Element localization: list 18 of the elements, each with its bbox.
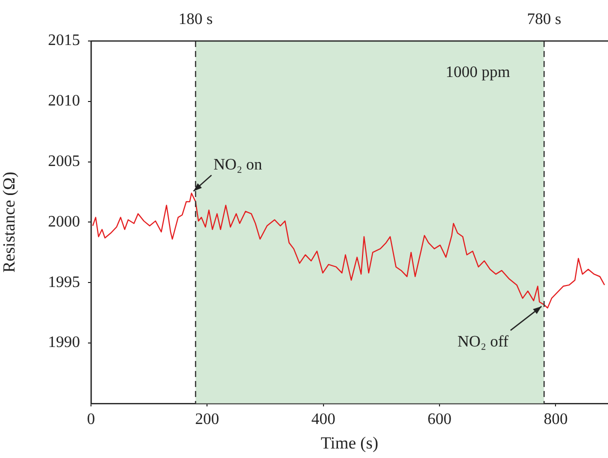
- y-tick-label: 2015: [48, 32, 80, 50]
- y-tick-label: 2005: [48, 153, 80, 170]
- x-tick-label: 0: [87, 411, 95, 428]
- x-tick-label: 600: [428, 411, 452, 428]
- y-tick-label: 2010: [48, 92, 80, 110]
- band-label: 1000 ppm: [446, 64, 511, 82]
- annotation: NO₂ off: [457, 334, 510, 351]
- ref-line-label: 180 s: [178, 11, 213, 28]
- x-tick-label: 200: [195, 411, 220, 428]
- y-tick-label: 1995: [48, 274, 80, 291]
- y-tick-label: 2000: [48, 213, 80, 230]
- y-tick-label: 1990: [48, 334, 80, 352]
- x-tick-label: 400: [311, 411, 336, 428]
- annotation: NO₂ on: [213, 156, 262, 174]
- y-axis-title: Resistance (Ω): [0, 172, 19, 273]
- x-axis-title: Time (s): [320, 433, 378, 452]
- ref-line-label: 780 s: [526, 11, 562, 28]
- x-tick-label: 800: [544, 411, 568, 428]
